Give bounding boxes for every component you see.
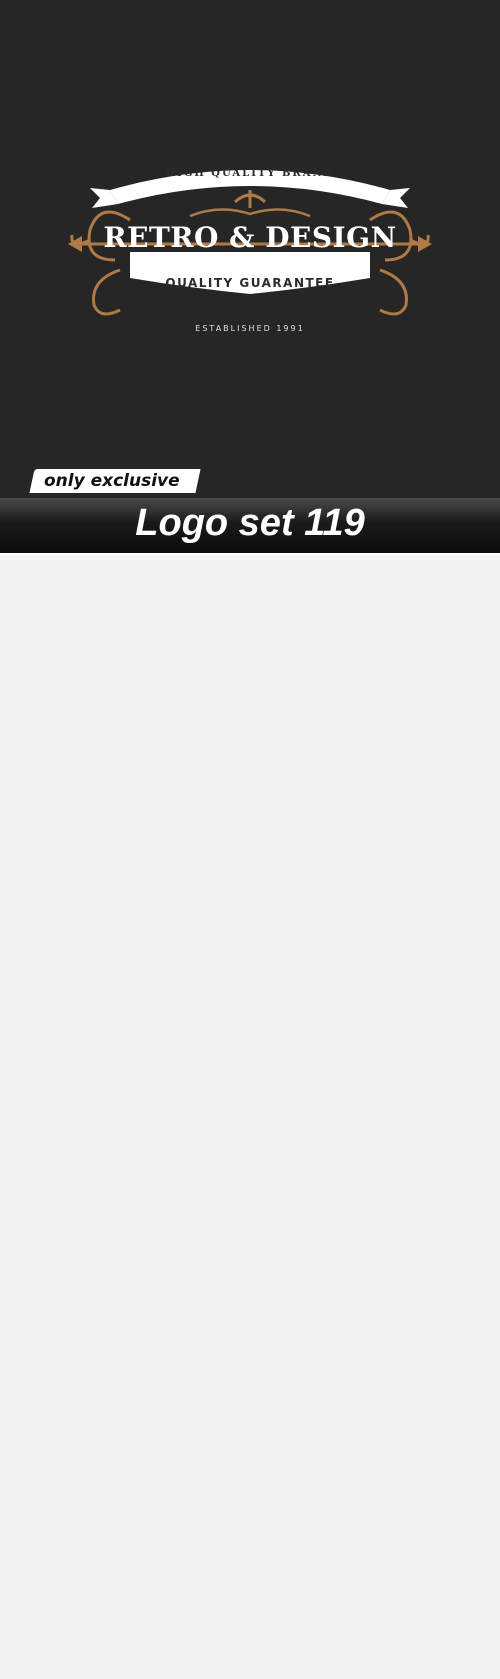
logo-grid	[0, 555, 500, 1679]
hero-logo-ornament-icon	[68, 170, 432, 316]
hero-title: RETRO & DESIGN	[103, 221, 397, 254]
hero-established: ESTABLISHED 1991	[195, 324, 305, 333]
hero-subtitle: QUALITY GUARANTEE	[165, 276, 335, 290]
banner-title: Logo set 119	[135, 502, 365, 544]
exclusive-tag: only exclusive	[29, 469, 201, 493]
exclusive-tag-label: only exclusive	[44, 471, 180, 491]
hero-arc-text: HIGH QUALITY BRAND	[165, 168, 335, 179]
hero-preview: HIGH QUALITY BRAND RETRO & DESIGN QUALIT…	[0, 0, 500, 498]
title-banner: Logo set 119	[0, 498, 500, 553]
